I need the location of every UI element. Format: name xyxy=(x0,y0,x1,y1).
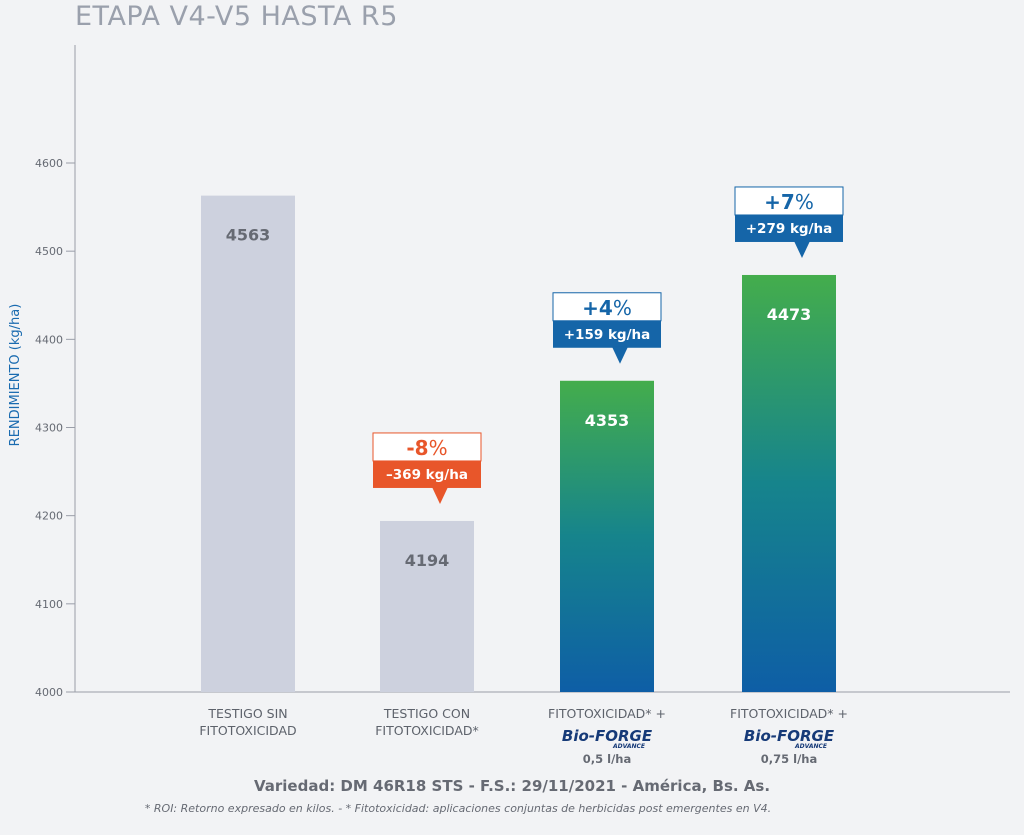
bar-value-label: 4563 xyxy=(226,226,271,245)
footnote: * ROI: Retorno expresado en kilos. - * F… xyxy=(145,802,771,815)
category-label-line1: FITOTOXICIDAD* + xyxy=(548,706,666,721)
callout: +7% +279 kg/ha xyxy=(734,186,844,258)
bar xyxy=(560,380,654,692)
callout-pct: +7% xyxy=(764,190,814,214)
callout: +4% +159 kg/ha xyxy=(552,292,662,364)
bioforge-logo: Bio-FORGE xyxy=(744,727,835,745)
bar xyxy=(742,274,836,692)
callout-pointer xyxy=(794,240,810,258)
callout-pct-box xyxy=(372,432,482,462)
bioforge-logo: Bio-FORGE xyxy=(562,727,653,745)
callout-kg-box xyxy=(373,460,481,488)
category-label-line2: FITOTOXICIDAD xyxy=(199,723,296,738)
category-label-line1: TESTIGO CON xyxy=(383,706,470,721)
callout-kg: +279 kg/ha xyxy=(746,221,832,237)
category-label-line1: TESTIGO SIN xyxy=(207,706,287,721)
y-axis-label: RENDIMIENTO (kg/ha) xyxy=(8,304,23,447)
y-tick-label: 4400 xyxy=(35,333,63,346)
bar-value-label: 4473 xyxy=(767,305,812,324)
bioforge-logo-sub: ADVANCE xyxy=(612,743,646,750)
callout-pct-box xyxy=(552,292,662,322)
callout-kg: +159 kg/ha xyxy=(564,327,650,343)
category-dose: 0,5 l/ha xyxy=(583,752,631,766)
category-dose: 0,75 l/ha xyxy=(761,752,817,766)
callout-pct: -8% xyxy=(406,436,447,460)
bar xyxy=(380,520,474,692)
y-tick-label: 4000 xyxy=(35,686,63,699)
callout-pct: +4% xyxy=(582,296,632,320)
callout-pointer xyxy=(432,486,448,504)
callout-kg: –369 kg/ha xyxy=(386,467,468,483)
category-label-line2: FITOTOXICIDAD* xyxy=(375,723,479,738)
y-tick-label: 4300 xyxy=(35,422,63,435)
bioforge-logo-sub: ADVANCE xyxy=(794,743,828,750)
y-tick-label: 4600 xyxy=(35,157,63,170)
callout-pct-box xyxy=(734,186,844,216)
category-label-line1: FITOTOXICIDAD* + xyxy=(730,706,848,721)
bar-value-label: 4353 xyxy=(585,411,630,430)
y-tick-label: 4100 xyxy=(35,598,63,611)
callout-kg-box xyxy=(553,320,661,348)
variety-caption: Variedad: DM 46R18 STS - F.S.: 29/11/202… xyxy=(254,777,770,795)
annotations: -8% –369 kg/ha +4% +159 kg/ha +7% +279 kg/ha xyxy=(372,186,844,504)
x-axis-categories: TESTIGO SIN FITOTOXICIDAD TESTIGO CON FITOT… xyxy=(199,706,848,766)
bar-value-label: 4194 xyxy=(405,551,450,570)
y-tick-label: 4200 xyxy=(35,510,63,523)
callout: -8% –369 kg/ha xyxy=(372,432,482,504)
y-axis: 4000 4100 4200 4300 4400 4500 4600 xyxy=(35,45,1010,699)
callout-kg-box xyxy=(735,214,843,242)
callout-pointer xyxy=(612,346,628,364)
bar xyxy=(201,195,295,692)
chart-title: ETAPA V4-V5 HASTA R5 xyxy=(75,1,398,32)
y-tick-label: 4500 xyxy=(35,245,63,258)
bars: 4563 4194 4353 4473 xyxy=(201,195,836,692)
